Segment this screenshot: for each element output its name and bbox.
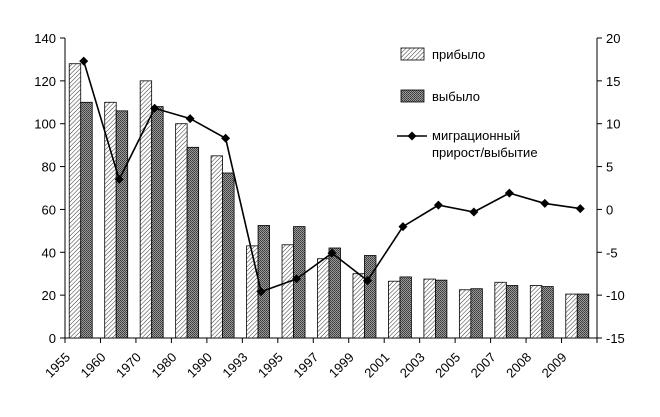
x-axis-tick-label: 1990 bbox=[184, 350, 215, 381]
left-axis-tick-label: 100 bbox=[34, 117, 56, 132]
right-axis-tick-label: -15 bbox=[606, 331, 625, 346]
left-axis-tick-label: 40 bbox=[42, 245, 56, 260]
right-axis-tick-label: 15 bbox=[606, 74, 620, 89]
left-axis-tick-label: 0 bbox=[49, 331, 56, 346]
migration-point bbox=[362, 276, 372, 286]
migration-point bbox=[504, 188, 514, 198]
bar-arrived bbox=[494, 281, 507, 339]
left-axis-tick-label: 140 bbox=[34, 31, 56, 46]
migration-point bbox=[114, 174, 124, 184]
legend-label-migration: прирост/выбытие bbox=[432, 145, 538, 160]
right-axis-tick-label: 0 bbox=[606, 202, 613, 217]
bar-departed bbox=[399, 276, 412, 339]
right-axis-tick-label: 10 bbox=[606, 117, 620, 132]
bar-arrived bbox=[68, 63, 82, 339]
legend-swatch-marker bbox=[407, 131, 417, 141]
bar-departed bbox=[576, 293, 590, 339]
bar-arrived bbox=[175, 123, 188, 339]
bar-arrived bbox=[352, 273, 365, 339]
migration-point bbox=[292, 274, 302, 284]
x-axis-tick-label: 1997 bbox=[290, 350, 321, 381]
legend-swatch-arrived bbox=[400, 47, 425, 61]
migration-point bbox=[185, 114, 195, 124]
bar-arrived bbox=[529, 285, 543, 339]
bar-departed bbox=[470, 288, 483, 339]
x-axis-tick-label: 2005 bbox=[432, 350, 463, 381]
bar-arrived bbox=[281, 244, 294, 339]
bar-arrived bbox=[317, 258, 330, 339]
migration-point bbox=[327, 248, 337, 258]
x-axis-tick-label: 2009 bbox=[539, 350, 570, 381]
right-axis-tick-label: 20 bbox=[606, 31, 620, 46]
migration-point bbox=[540, 198, 550, 208]
migration-point bbox=[79, 56, 89, 66]
x-axis-tick-label: 1995 bbox=[255, 350, 286, 381]
bar-departed bbox=[364, 255, 377, 339]
x-axis-tick-label: 1980 bbox=[148, 350, 179, 381]
legend-label-migration: миграционный bbox=[432, 128, 520, 143]
migration-point bbox=[398, 222, 408, 232]
right-axis-tick-label: 5 bbox=[606, 160, 613, 175]
x-axis-tick-label: 1993 bbox=[219, 350, 250, 381]
bar-arrived bbox=[388, 280, 401, 339]
left-axis-tick-label: 80 bbox=[42, 160, 56, 175]
migration-point bbox=[150, 103, 160, 113]
left-axis-tick-label: 60 bbox=[42, 202, 56, 217]
left-axis-tick-label: 120 bbox=[34, 74, 56, 89]
bar-departed bbox=[434, 279, 448, 339]
bar-arrived bbox=[246, 245, 259, 339]
legend-label-departed: выбыло bbox=[432, 89, 480, 104]
migration-point bbox=[469, 207, 479, 217]
right-axis-tick-label: -5 bbox=[606, 245, 618, 260]
bar-departed bbox=[257, 225, 270, 339]
legend: прибыло выбыло миграционный прирост/выбытие bbox=[397, 47, 538, 160]
right-axis-tick-label: -10 bbox=[606, 288, 625, 303]
migration-point bbox=[256, 287, 266, 297]
bar-arrived bbox=[423, 278, 436, 339]
migration-point bbox=[433, 200, 443, 210]
migration-point bbox=[221, 133, 231, 143]
bar-arrived bbox=[565, 293, 578, 339]
x-axis-tick-label: 1960 bbox=[78, 350, 109, 381]
x-axis-tick-label: 2007 bbox=[468, 350, 499, 381]
left-axis-tick-label: 20 bbox=[42, 288, 56, 303]
bar-departed bbox=[293, 226, 306, 339]
migration-point bbox=[575, 204, 585, 214]
bar-departed bbox=[328, 247, 341, 339]
x-axis-tick-label: 2003 bbox=[397, 350, 428, 381]
x-axis-tick-label: 2001 bbox=[361, 350, 392, 381]
bar-departed bbox=[115, 110, 129, 339]
bar-departed bbox=[541, 286, 554, 339]
x-axis-tick-label: 1999 bbox=[326, 350, 357, 381]
legend-swatch-departed bbox=[400, 89, 425, 103]
bar-departed bbox=[505, 285, 519, 339]
x-axis-tick-label: 1955 bbox=[42, 350, 73, 381]
bar-departed bbox=[186, 146, 200, 339]
bar-arrived bbox=[458, 289, 472, 339]
legend-label-arrived: прибыло bbox=[432, 47, 485, 62]
x-axis-tick-label: 2008 bbox=[503, 350, 534, 381]
bar-arrived bbox=[210, 155, 224, 339]
x-axis-tick-label: 1970 bbox=[113, 350, 144, 381]
bar-departed bbox=[80, 101, 93, 339]
bar-departed bbox=[151, 106, 164, 339]
bar-departed bbox=[222, 172, 235, 339]
